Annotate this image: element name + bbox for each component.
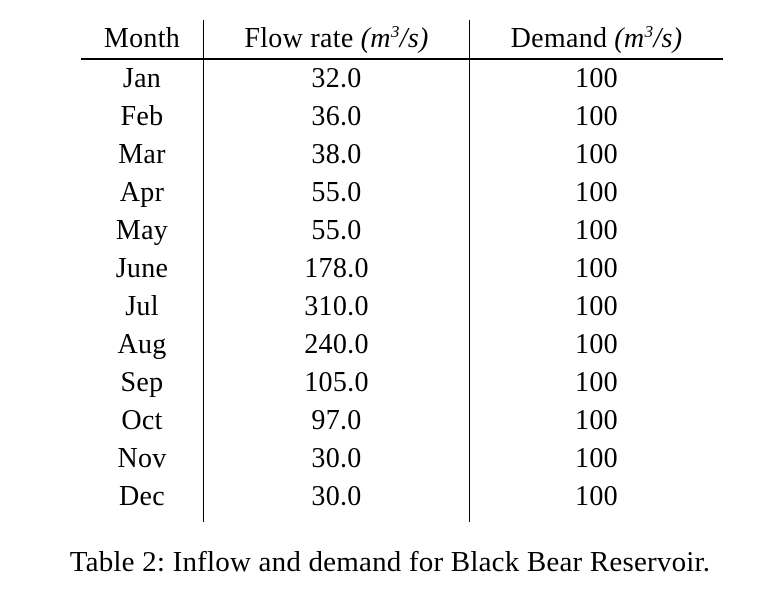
inflow-demand-table: Month Flow rate (m3/s) Demand (m3/s) Jan… [81, 20, 723, 522]
flow-cell: 55.0 [204, 212, 470, 250]
column-header-demand: Demand (m3/s) [470, 20, 723, 60]
demand-cell: 100 [575, 139, 618, 170]
demand-cell: 100 [575, 443, 618, 474]
month-cell: June [81, 250, 204, 288]
flow-cell: 310.0 [204, 288, 470, 326]
month-cell: Mar [81, 136, 204, 174]
table-caption: Table 2: Inflow and demand for Black Bea… [69, 546, 711, 578]
rule-extension [81, 516, 204, 522]
month-cell: May [81, 212, 204, 250]
demand-cell: 100 [575, 63, 618, 94]
demand-cell: 100 [575, 367, 618, 398]
demand-cell: 100 [575, 405, 618, 436]
flow-cell: 38.0 [204, 136, 470, 174]
month-cell: Oct [81, 402, 204, 440]
demand-cell: 100 [575, 215, 618, 246]
column-header-month-label: Month [103, 23, 181, 54]
column-header-flow-label: Flow rate [244, 23, 354, 54]
column-header-month: Month [81, 20, 204, 60]
flow-cell: 32.0 [204, 60, 470, 98]
rule-extension [470, 516, 723, 522]
flow-unit: (m3/s) [360, 22, 429, 54]
month-cell: Feb [81, 98, 204, 136]
month-cell: Apr [81, 174, 204, 212]
month-cell: Jul [81, 288, 204, 326]
month-cell: Jan [81, 60, 204, 98]
demand-cell: 100 [575, 291, 618, 322]
column-header-flow-rate: Flow rate (m3/s) [204, 20, 470, 60]
flow-cell: 55.0 [204, 174, 470, 212]
demand-cell: 100 [575, 101, 618, 132]
demand-cell: 100 [575, 481, 618, 512]
rule-extension [204, 516, 470, 522]
month-cell: Nov [81, 440, 204, 478]
demand-cell: 100 [575, 177, 618, 208]
flow-cell: 240.0 [204, 326, 470, 364]
month-cell: Sep [81, 364, 204, 402]
month-cell: Dec [81, 478, 204, 516]
flow-cell: 97.0 [204, 402, 470, 440]
demand-cell: 100 [575, 329, 618, 360]
flow-cell: 178.0 [204, 250, 470, 288]
column-header-demand-label: Demand [510, 23, 608, 54]
demand-unit: (m3/s) [614, 22, 683, 54]
flow-cell: 105.0 [204, 364, 470, 402]
flow-cell: 36.0 [204, 98, 470, 136]
month-cell: Aug [81, 326, 204, 364]
flow-cell: 30.0 [204, 440, 470, 478]
demand-cell: 100 [575, 253, 618, 284]
flow-cell: 30.0 [204, 478, 470, 516]
